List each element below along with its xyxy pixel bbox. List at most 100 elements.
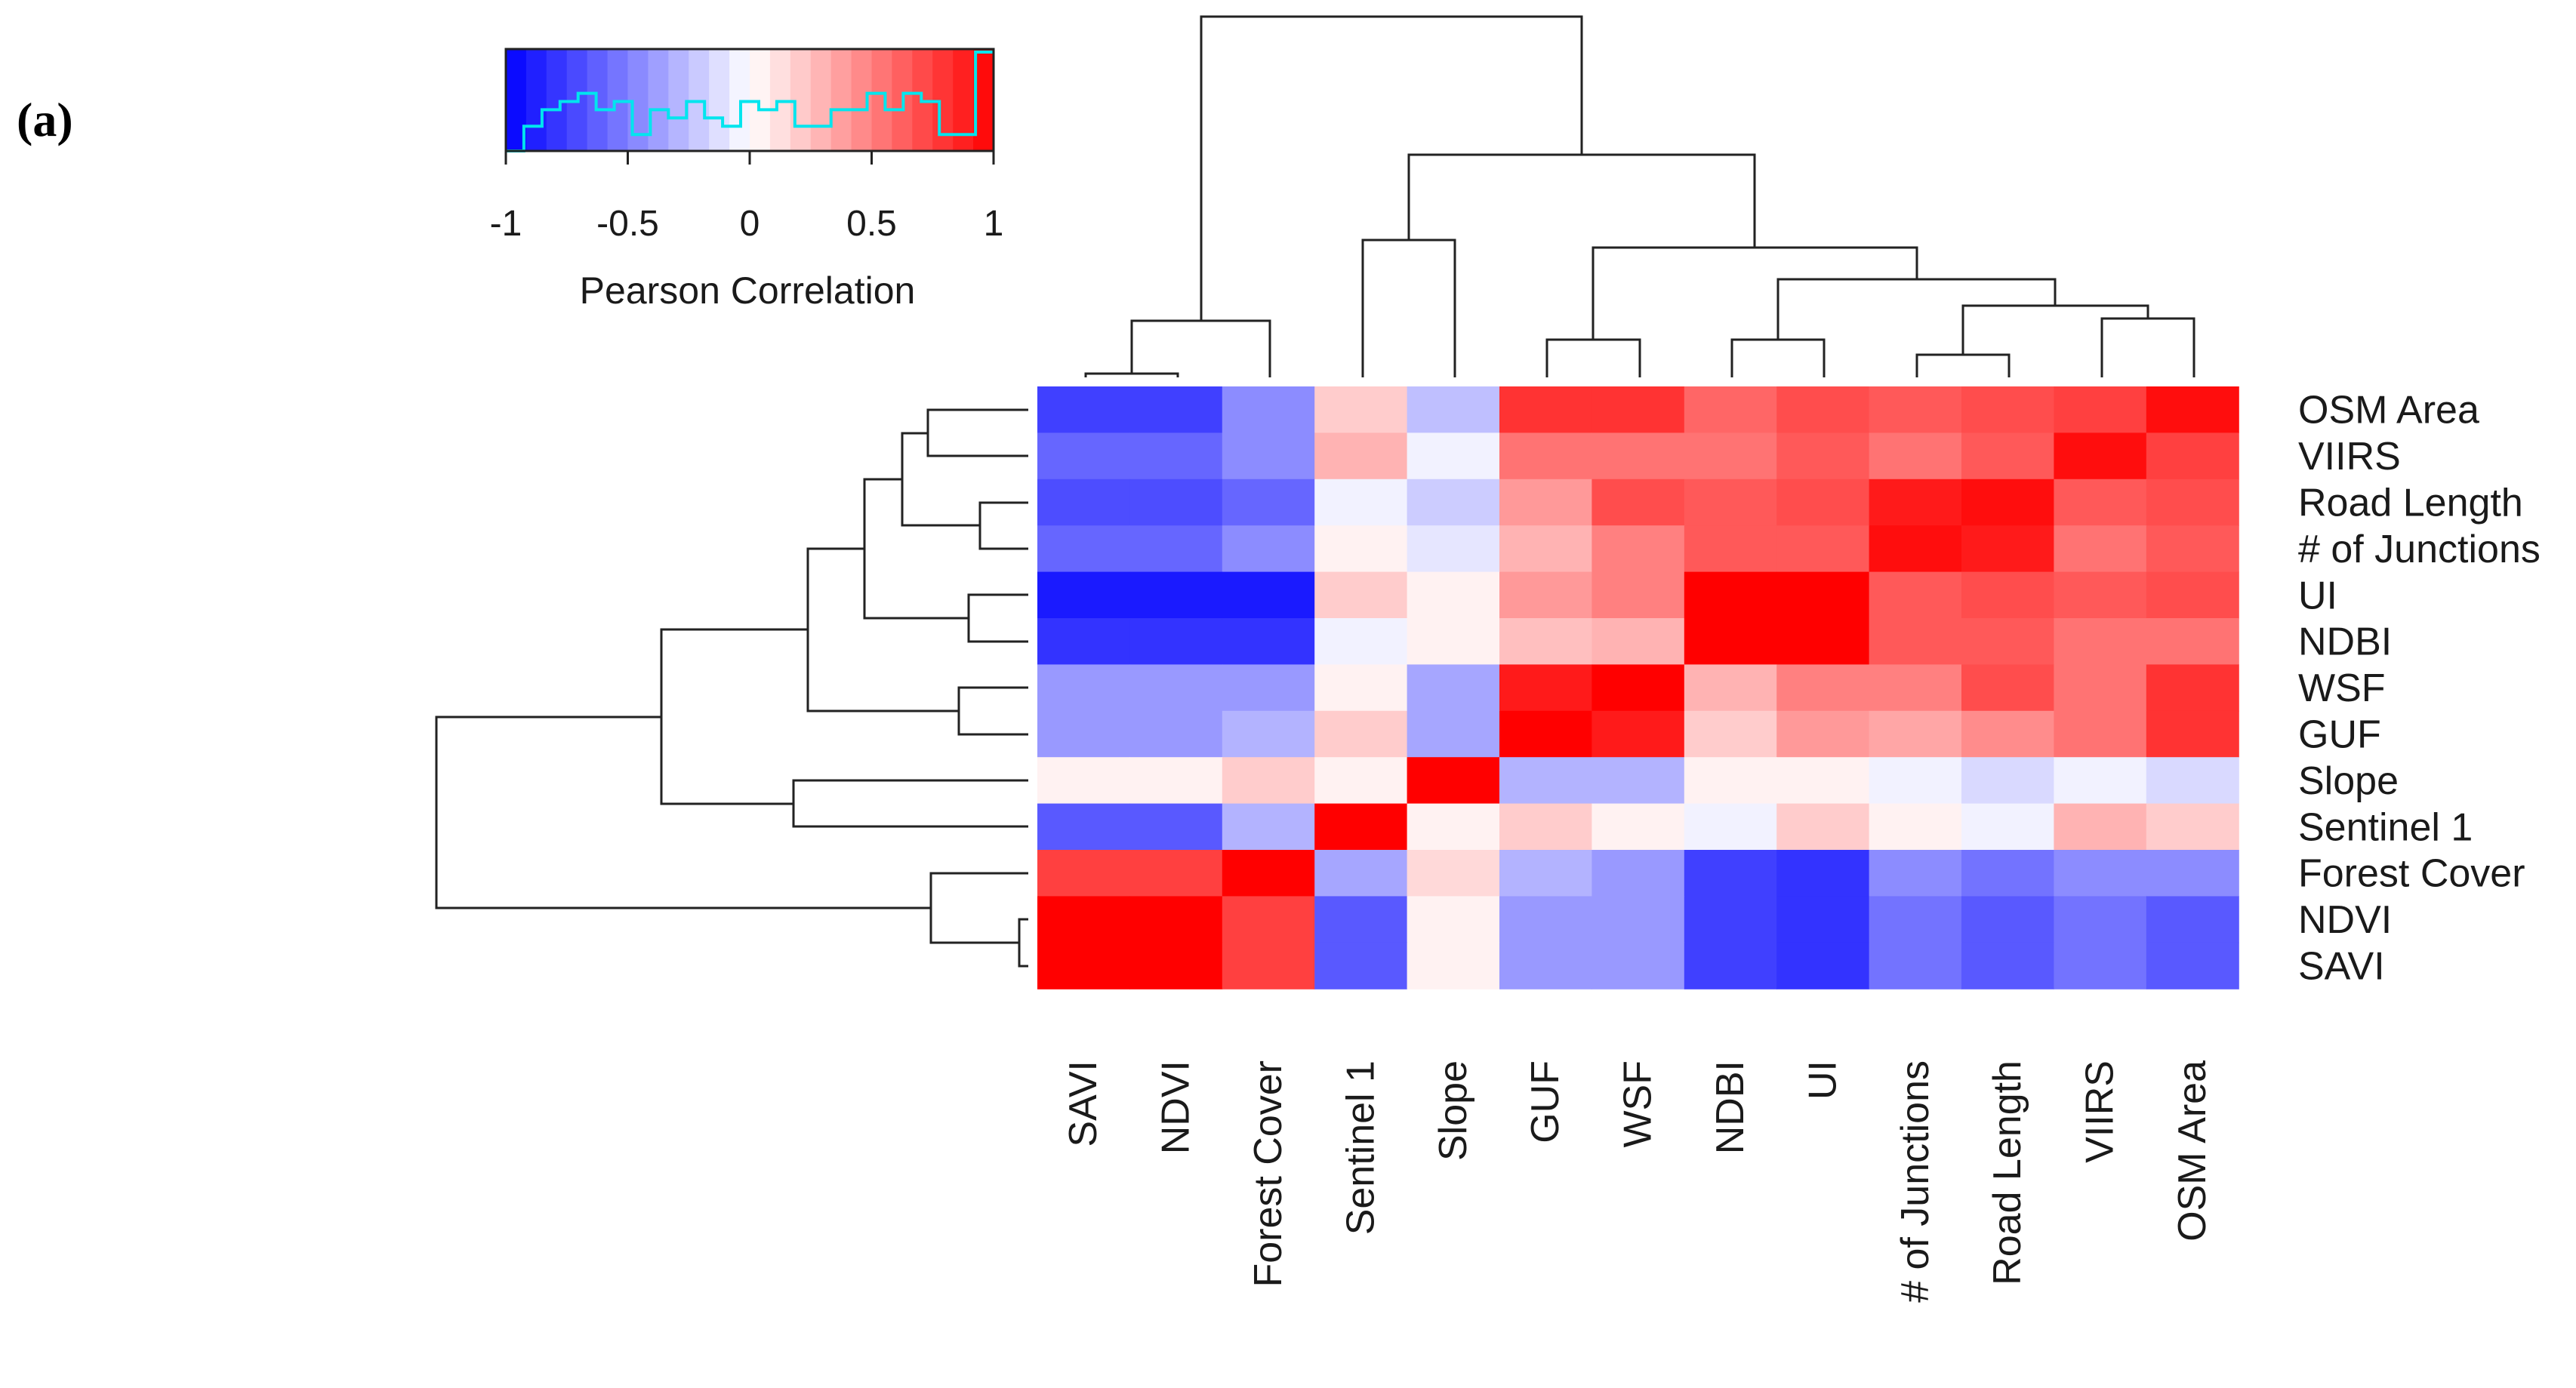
heatmap-cell: [1037, 664, 1130, 712]
dendrogram-branch: [863, 478, 969, 620]
dendrogram-branch: [1961, 304, 2149, 355]
heatmap-cell: [1776, 618, 1870, 665]
heatmap-cell: [1129, 432, 1223, 480]
heatmap-cell: [1129, 896, 1223, 943]
heatmap-cell: [1592, 432, 1685, 480]
heatmap-cell: [2146, 850, 2239, 897]
heatmap-cell: [1592, 942, 1685, 989]
heatmap-cell: [1684, 618, 1777, 665]
dendrogram-branch: [660, 628, 808, 805]
color-key: -1 -0.5 0 0.5 1 Pearson Correlation: [490, 48, 1003, 312]
heatmap-cell: [2054, 479, 2147, 526]
heatmap-cell: [1129, 479, 1223, 526]
heatmap-cell: [1499, 942, 1592, 989]
column-label: GUF: [1524, 1060, 1567, 1143]
heatmap-cell: [2054, 432, 2147, 480]
heatmap-cell: [1314, 664, 1408, 712]
heatmap-cell: [1776, 664, 1870, 712]
heatmap-cell: [1869, 386, 1962, 433]
row-label: VIIRS: [2298, 435, 2401, 479]
heatmap-cell: [1776, 432, 1870, 480]
heatmap-cell: [1869, 571, 1962, 619]
heatmap-cell: [1222, 896, 1315, 943]
heatmap-cell: [1499, 432, 1592, 480]
heatmap-cell: [1499, 850, 1592, 897]
heatmap-cell: [1037, 896, 1130, 943]
dendrogram-branch: [1730, 338, 1826, 377]
heatmap-cell: [1407, 942, 1500, 989]
color-key-bin: [709, 49, 730, 151]
heatmap-cell: [1592, 710, 1685, 758]
heatmap-cell: [1407, 386, 1500, 433]
dendrogram-branch: [1592, 246, 1918, 340]
color-key-histogram: [506, 51, 994, 152]
heatmap-cell: [1222, 525, 1315, 573]
heatmap-cell: [1592, 479, 1685, 526]
heatmap-cell: [1869, 896, 1962, 943]
heatmap-cell: [2054, 896, 2147, 943]
heatmap-cell: [1961, 757, 2054, 805]
heatmap-cell: [1129, 803, 1223, 851]
heatmap-cell: [1037, 942, 1130, 989]
color-key-tick-label: -1: [490, 204, 522, 244]
heatmap-cell: [1776, 896, 1870, 943]
heatmap-cell: [1499, 618, 1592, 665]
heatmap-cell: [1684, 850, 1777, 897]
row-label: NDBI: [2298, 620, 2392, 664]
heatmap-cell: [1222, 432, 1315, 480]
heatmap-cell: [1037, 432, 1130, 480]
heatmap-cell: [1407, 571, 1500, 619]
heatmap-cell: [1776, 710, 1870, 758]
heatmap-cell: [2146, 432, 2239, 480]
dendrogram-branch: [957, 686, 1028, 736]
heatmap-cell: [1961, 525, 2054, 573]
heatmap-cell: [1407, 618, 1500, 665]
column-label: Slope: [1431, 1060, 1475, 1161]
column-label: # of Junctions: [1893, 1060, 1937, 1303]
heatmap-cell: [2146, 896, 2239, 943]
dendrogram-branch: [929, 872, 1028, 944]
dendrogram-branch: [1130, 319, 1271, 377]
heatmap-cell: [1961, 479, 2054, 526]
heatmap-cell: [1961, 803, 2054, 851]
color-key-tick-label: 0: [740, 204, 760, 244]
heatmap-cell: [1776, 571, 1870, 619]
heatmap-cell: [1592, 571, 1685, 619]
heatmap-cell: [2054, 618, 2147, 665]
heatmap-cell: [1314, 850, 1408, 897]
color-key-tick-label: -0.5: [596, 204, 659, 244]
heatmap-cell: [1592, 757, 1685, 805]
heatmap-cell: [1499, 525, 1592, 573]
heatmap-cell: [1407, 850, 1500, 897]
heatmap-cell: [1222, 618, 1315, 665]
heatmap-cell: [1129, 525, 1223, 573]
heatmap-cell: [1684, 479, 1777, 526]
heatmap-cell: [2146, 618, 2239, 665]
heatmap-cell: [1869, 479, 1962, 526]
row-label: Forest Cover: [2298, 852, 2525, 896]
heatmap-cell: [1499, 757, 1592, 805]
heatmap-cell: [1869, 525, 1962, 573]
dendrogram-branch: [1200, 15, 1583, 321]
dendrogram-branch: [1018, 918, 1028, 968]
column-label: Forest Cover: [1246, 1060, 1290, 1288]
heatmap-cell: [1592, 386, 1685, 433]
heatmap-cell: [1314, 803, 1408, 851]
heatmap-cell: [1222, 386, 1315, 433]
heatmap-cell: [1314, 757, 1408, 805]
heatmap-cell: [1592, 850, 1685, 897]
heatmap-cell: [1961, 664, 2054, 712]
heatmap-cell: [1037, 850, 1130, 897]
heatmap-cell: [1776, 803, 1870, 851]
heatmap-cell: [1129, 571, 1223, 619]
heatmap-cells: [1037, 386, 2239, 989]
heatmap-cell: [1037, 803, 1130, 851]
heatmap-cell: [1037, 479, 1130, 526]
heatmap-cell: [1961, 710, 2054, 758]
heatmap-cell: [1314, 942, 1408, 989]
dendrogram-branch: [2100, 317, 2195, 377]
heatmap-cell: [1129, 942, 1223, 989]
dendrogram-branch: [1084, 372, 1179, 377]
heatmap-cell: [1407, 664, 1500, 712]
